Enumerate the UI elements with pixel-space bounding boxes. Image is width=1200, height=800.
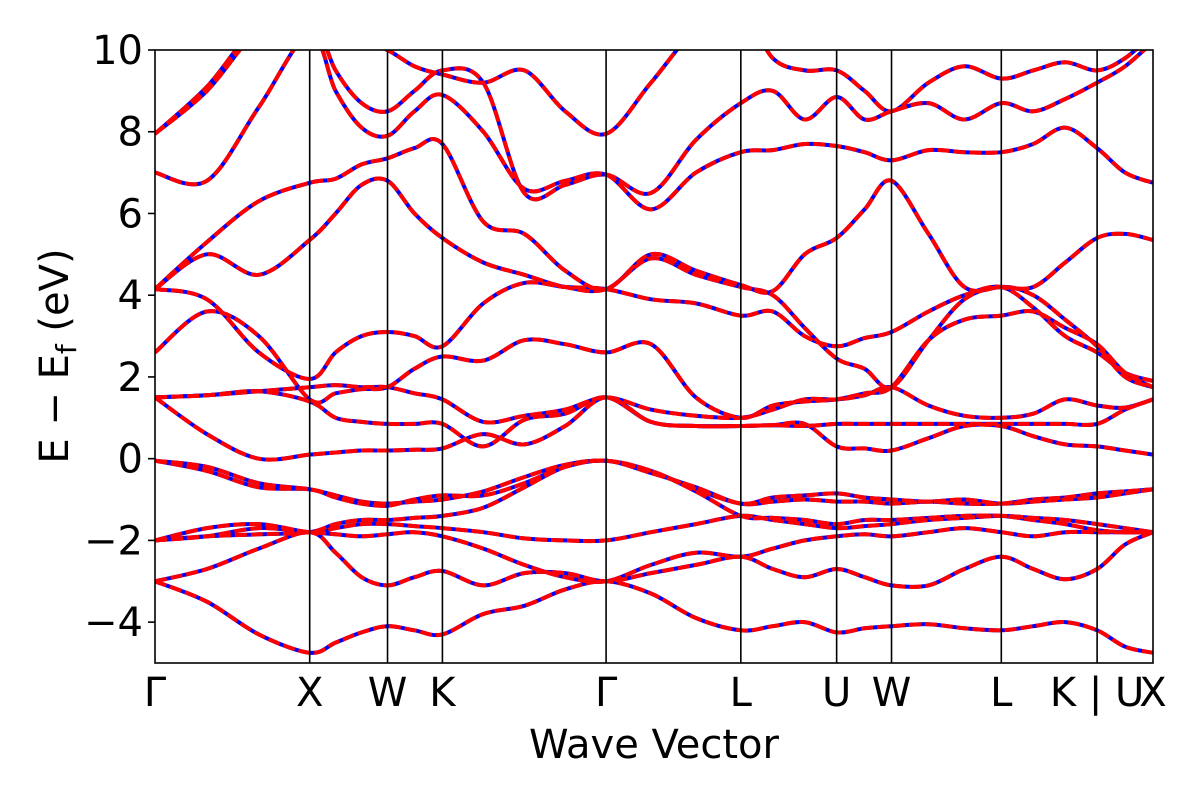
band-line-dashed-10 (155, 383, 1153, 425)
band-line-dashed-7 (155, 458, 1153, 508)
kpoint-label: W (872, 670, 912, 716)
y-tick-label: 2 (118, 355, 143, 401)
kpoint-lines (308, 50, 1098, 663)
band-line-dashed-14 (155, 137, 1153, 295)
x-axis-title: Wave Vector (529, 722, 780, 768)
kpoint-label: W (368, 670, 408, 716)
y-tick-label: −4 (84, 600, 143, 646)
y-tick-label: 8 (118, 110, 143, 156)
band-line-6 (155, 458, 1153, 507)
kpoint-label: K | U (1050, 670, 1144, 716)
band-line-16 (155, 50, 1148, 202)
band-line-4 (155, 513, 1153, 544)
y-tick-label: −2 (84, 518, 143, 564)
kpoint-label: X (1139, 670, 1166, 716)
band-line-7 (155, 458, 1153, 508)
kpoint-label: K (429, 670, 457, 716)
kpoint-label: U (822, 670, 851, 716)
band-line-12 (155, 280, 1153, 383)
band-line-dashed-6 (155, 458, 1153, 507)
band-line-dashed-9 (155, 389, 1153, 449)
band-line-2 (155, 530, 1153, 589)
band-line-dashed-8 (155, 395, 1153, 462)
band-line-dashed-2 (155, 530, 1153, 589)
band-line-1 (155, 579, 1153, 655)
band-line-dashed-15 (155, 50, 1153, 212)
y-tick-label: 0 (118, 437, 143, 483)
band-line-dashed-4 (155, 513, 1153, 544)
y-tick-label: 10 (92, 28, 143, 74)
y-axis-ticks: −4 −2 0 2 4 6 8 10 (84, 28, 155, 646)
y-axis-title: E − Ef (eV) (32, 248, 83, 463)
kpoint-label: L (730, 670, 753, 716)
band-line-8 (155, 395, 1153, 462)
y-tick-label: 4 (118, 273, 143, 319)
band-line-dashed-5 (155, 458, 1153, 543)
bands-layer (155, 50, 1153, 655)
kpoint-label: X (296, 670, 323, 716)
y-axis-title-main: E − E (32, 354, 78, 464)
y-axis-title-subscript: f (50, 343, 83, 354)
band-line-dashed-3 (155, 526, 1153, 584)
band-line-dashed-12 (155, 280, 1153, 383)
band-line-dashed-13 (155, 176, 1153, 390)
band-line-17 (155, 50, 1139, 137)
band-line-dashed-1 (155, 579, 1153, 655)
band-line-14 (155, 137, 1153, 295)
band-line-dashed-16 (155, 50, 1148, 202)
kpoint-label: Γ (144, 670, 167, 716)
kpoint-label: L (990, 670, 1013, 716)
kpoint-label: Γ (595, 670, 618, 716)
band-line-dashed-11 (155, 309, 1153, 420)
y-tick-label: 6 (118, 191, 143, 237)
y-axis-title-unit: (eV) (32, 248, 78, 344)
plot-frame (154, 49, 1154, 664)
band-line-dashed-17 (155, 50, 1139, 137)
